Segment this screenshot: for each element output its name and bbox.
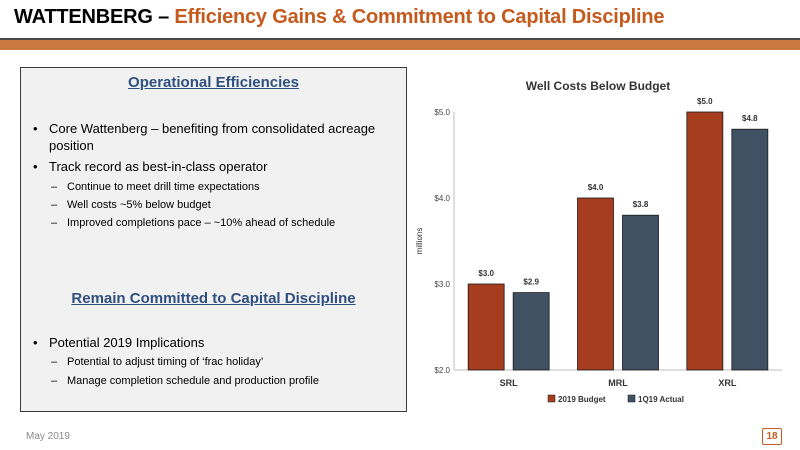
y-tick-label: $5.0 <box>434 108 450 117</box>
legend-label: 2019 Budget <box>558 395 606 404</box>
data-label: $4.0 <box>588 183 604 192</box>
chart-y-axis-label: millions <box>415 228 424 255</box>
y-tick-label: $3.0 <box>434 280 450 289</box>
bullet-dot: • <box>33 335 38 350</box>
bullet-text: Potential 2019 Implications <box>49 335 205 350</box>
legend-swatch-actual <box>627 394 636 403</box>
legend-label: 1Q19 Actual <box>638 395 684 404</box>
bar-mrl-actual <box>622 214 659 371</box>
slide-title-main: WATTENBERG – <box>14 6 175 28</box>
operational-efficiencies-heading: Operational Efficiencies <box>128 74 299 91</box>
sub-text: Well costs ~5% below budget <box>67 199 211 211</box>
legend-swatch-budget <box>547 394 556 403</box>
sub-item: – Potential to adjust timing of ‘frac ho… <box>51 355 396 369</box>
x-tick-label: SRL <box>500 378 519 388</box>
y-tick-label: $4.0 <box>434 194 450 203</box>
sub-text: Potential to adjust timing of ‘frac holi… <box>67 356 264 368</box>
data-label: $3.8 <box>633 200 649 209</box>
well-costs-chart: Well Costs Below Budget millions $2.0 $3.… <box>415 79 782 404</box>
sub-dash: – <box>51 181 58 193</box>
bar-mrl-budget <box>577 197 614 371</box>
sub-dash: – <box>51 217 58 229</box>
bullet-text: Track record as best-in-class operator <box>49 159 268 174</box>
capital-discipline-heading: Remain Committed to Capital Discipline <box>71 290 356 307</box>
y-tick-label: $2.0 <box>434 366 450 375</box>
chart-title: Well Costs Below Budget <box>526 79 670 93</box>
chart-plot-area: $2.0 $3.0 $4.0 $5.0 $3.0 $2.9 SRL $4.0 $3.8 MRL $5… <box>434 97 782 404</box>
sub-text: Manage completion schedule and productio… <box>67 375 319 387</box>
sub-dash: – <box>51 375 58 387</box>
bullet-text: Core Wattenberg – benefiting from consol… <box>49 121 376 153</box>
sub-item: – Manage completion schedule and product… <box>51 374 396 388</box>
footer-date: May 2019 <box>26 431 70 442</box>
slide-title-accent: Efficiency Gains & Commitment to Capital… <box>174 6 665 28</box>
x-tick-label: XRL <box>718 378 737 388</box>
bar-srl-budget <box>467 283 505 371</box>
slide-title: WATTENBERG – Efficiency Gains & Commitme… <box>14 6 664 29</box>
sub-text: Continue to meet drill time expectations <box>67 181 260 193</box>
title-divider <box>0 38 800 40</box>
title-accent-bar <box>0 40 800 50</box>
bullet-potential-implications: • Potential 2019 Implications <box>33 334 383 351</box>
sub-item: – Continue to meet drill time expectatio… <box>51 180 396 194</box>
sub-item: – Improved completions pace – ~10% ahead… <box>51 216 396 230</box>
data-label: $4.8 <box>742 114 758 123</box>
data-label: $2.9 <box>523 278 539 287</box>
text-panel: Operational Efficiencies • Core Wattenbe… <box>20 67 407 412</box>
sub-dash: – <box>51 356 58 368</box>
sub-item: – Well costs ~5% below budget <box>51 198 396 212</box>
data-label: $5.0 <box>697 97 713 106</box>
bar-xrl-actual <box>731 128 769 371</box>
bar-xrl-budget <box>686 111 724 371</box>
page-number: 18 <box>762 428 782 445</box>
bullet-core-wattenberg: • Core Wattenberg – benefiting from cons… <box>33 120 383 154</box>
sub-dash: – <box>51 199 58 211</box>
data-label: $3.0 <box>478 269 494 278</box>
bar-srl-actual <box>512 292 550 371</box>
x-tick-label: MRL <box>608 378 628 388</box>
bullet-track-record: • Track record as best-in-class operator <box>33 158 383 175</box>
bullet-dot: • <box>33 159 38 174</box>
bullet-dot: • <box>33 121 38 136</box>
sub-text: Improved completions pace – ~10% ahead o… <box>67 217 336 229</box>
